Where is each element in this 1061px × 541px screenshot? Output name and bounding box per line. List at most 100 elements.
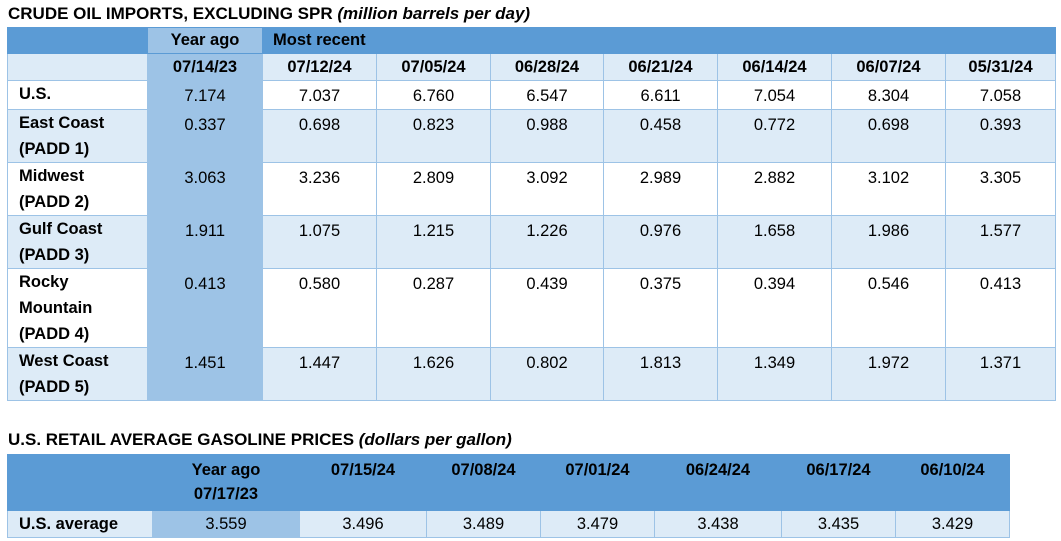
crude-value-cell: 0.823 — [376, 109, 491, 163]
region-line: Gulf Coast — [19, 220, 103, 238]
crude-date-header-row: 07/14/23 07/12/24 07/05/24 06/28/24 06/2… — [7, 53, 1057, 81]
gasoline-date-header: 07/08/24 — [426, 454, 541, 511]
crude-imports-title-text: CRUDE OIL IMPORTS, EXCLUDING SPR — [8, 4, 333, 23]
crude-value-cell: 1.577 — [944, 215, 1057, 269]
region-line: Mountain — [19, 299, 93, 317]
crude-value-cell: 1.447 — [262, 347, 377, 401]
gasoline-value-cell: 3.429 — [895, 510, 1010, 538]
gasoline-value-cell: 3.435 — [781, 510, 896, 538]
crude-value-cell: 1.972 — [831, 347, 946, 401]
crude-value-cell: 0.375 — [603, 268, 718, 348]
gasoline-date-header: 06/24/24 — [654, 454, 782, 511]
region-line: (PADD 3) — [19, 246, 90, 264]
crude-date-header: 07/12/24 — [262, 53, 377, 81]
crude-year-ago-value: 7.174 — [147, 80, 263, 110]
crude-date-header: 06/28/24 — [490, 53, 604, 81]
crude-value-cell: 3.236 — [262, 162, 377, 216]
crude-value-cell: 7.037 — [262, 80, 377, 110]
gasoline-date-header: 06/17/24 — [781, 454, 896, 511]
crude-header-band-row: Year ago Most recent — [7, 27, 1057, 54]
crude-value-cell: 6.547 — [490, 80, 604, 110]
crude-value-cell: 0.802 — [490, 347, 604, 401]
region-line: Midwest — [19, 167, 85, 185]
crude-year-ago-date: 07/14/23 — [147, 53, 263, 81]
crude-value-cell: 1.371 — [944, 347, 1057, 401]
crude-value-cell: 0.439 — [490, 268, 604, 348]
crude-date-header: 05/31/24 — [944, 53, 1057, 81]
crude-value-cell: 0.988 — [490, 109, 604, 163]
gasoline-row-label: U.S. average — [7, 510, 153, 538]
crude-header-corner — [7, 27, 148, 54]
crude-year-ago-value: 0.337 — [147, 109, 263, 163]
crude-year-ago-label: Year ago — [147, 27, 263, 54]
crude-value-cell: 6.760 — [376, 80, 491, 110]
region-line: U.S. — [19, 85, 52, 103]
gasoline-unit: (dollars per gallon) — [358, 430, 512, 449]
crude-row-rocky-mountain: Rocky Mountain (PADD 4) 0.413 0.580 0.28… — [7, 268, 1057, 348]
gasoline-value-cell: 3.479 — [540, 510, 655, 538]
crude-year-ago-value: 3.063 — [147, 162, 263, 216]
gasoline-value-cell: 3.489 — [426, 510, 541, 538]
crude-value-cell: 8.304 — [831, 80, 946, 110]
crude-value-cell: 1.226 — [490, 215, 604, 269]
region-line: West Coast — [19, 352, 109, 370]
gasoline-header-corner — [7, 454, 153, 511]
crude-date-header: 06/07/24 — [831, 53, 946, 81]
crude-date-header-corner — [7, 53, 148, 81]
crude-value-cell: 1.986 — [831, 215, 946, 269]
crude-value-cell: 1.075 — [262, 215, 377, 269]
crude-region-label: Gulf Coast (PADD 3) — [7, 215, 148, 269]
gasoline-prices-title: U.S. RETAIL AVERAGE GASOLINE PRICES (dol… — [8, 430, 512, 450]
gasoline-year-ago-label: Year ago — [191, 461, 261, 479]
gasoline-us-average-row: U.S. average 3.559 3.496 3.489 3.479 3.4… — [7, 510, 1010, 538]
crude-most-recent-label: Most recent — [261, 27, 1057, 54]
crude-value-cell: 0.546 — [831, 268, 946, 348]
crude-value-cell: 1.349 — [717, 347, 832, 401]
gasoline-date-header: 06/10/24 — [895, 454, 1010, 511]
crude-year-ago-value: 0.413 — [147, 268, 263, 348]
crude-value-cell: 3.305 — [944, 162, 1057, 216]
crude-value-cell: 7.058 — [944, 80, 1057, 110]
gasoline-value-cell: 3.496 — [299, 510, 427, 538]
crude-value-cell: 1.626 — [376, 347, 491, 401]
region-line: (PADD 1) — [19, 140, 90, 158]
crude-date-header: 06/21/24 — [603, 53, 718, 81]
crude-value-cell: 0.698 — [831, 109, 946, 163]
gasoline-title-text: U.S. RETAIL AVERAGE GASOLINE PRICES — [8, 430, 355, 449]
crude-value-cell: 0.413 — [944, 268, 1057, 348]
crude-imports-unit: (million barrels per day) — [337, 4, 531, 23]
crude-value-cell: 3.092 — [490, 162, 604, 216]
crude-value-cell: 3.102 — [831, 162, 946, 216]
crude-value-cell: 0.976 — [603, 215, 718, 269]
crude-value-cell: 0.580 — [262, 268, 377, 348]
gasoline-prices-table: Year ago 07/17/23 07/15/24 07/08/24 07/0… — [7, 454, 1010, 538]
gasoline-year-ago-date: 07/17/23 — [193, 485, 259, 503]
region-line: (PADD 5) — [19, 378, 90, 396]
crude-value-cell: 0.393 — [944, 109, 1057, 163]
gasoline-header-row: Year ago 07/17/23 07/15/24 07/08/24 07/0… — [7, 454, 1010, 511]
crude-row-west-coast: West Coast (PADD 5) 1.451 1.447 1.626 0.… — [7, 347, 1057, 401]
crude-imports-title: CRUDE OIL IMPORTS, EXCLUDING SPR (millio… — [8, 4, 530, 24]
crude-value-cell: 2.809 — [376, 162, 491, 216]
crude-value-cell: 1.215 — [376, 215, 491, 269]
crude-region-label: U.S. — [7, 80, 148, 110]
gasoline-date-header: 07/15/24 — [299, 454, 427, 511]
crude-row-east-coast: East Coast (PADD 1) 0.337 0.698 0.823 0.… — [7, 109, 1057, 163]
crude-row-midwest: Midwest (PADD 2) 3.063 3.236 2.809 3.092… — [7, 162, 1057, 216]
crude-imports-table: Year ago Most recent 07/14/23 07/12/24 0… — [7, 27, 1057, 401]
crude-region-label: Midwest (PADD 2) — [7, 162, 148, 216]
crude-value-cell: 0.287 — [376, 268, 491, 348]
crude-value-cell: 6.611 — [603, 80, 718, 110]
gasoline-value-cell: 3.438 — [654, 510, 782, 538]
crude-date-header: 07/05/24 — [376, 53, 491, 81]
crude-value-cell: 0.698 — [262, 109, 377, 163]
region-line: (PADD 4) — [19, 325, 90, 343]
gasoline-year-ago-header: Year ago 07/17/23 — [152, 454, 300, 511]
region-line: Rocky — [19, 273, 69, 291]
crude-year-ago-value: 1.451 — [147, 347, 263, 401]
crude-value-cell: 1.658 — [717, 215, 832, 269]
crude-value-cell: 2.989 — [603, 162, 718, 216]
crude-row-gulf-coast: Gulf Coast (PADD 3) 1.911 1.075 1.215 1.… — [7, 215, 1057, 269]
crude-value-cell: 2.882 — [717, 162, 832, 216]
crude-value-cell: 0.394 — [717, 268, 832, 348]
